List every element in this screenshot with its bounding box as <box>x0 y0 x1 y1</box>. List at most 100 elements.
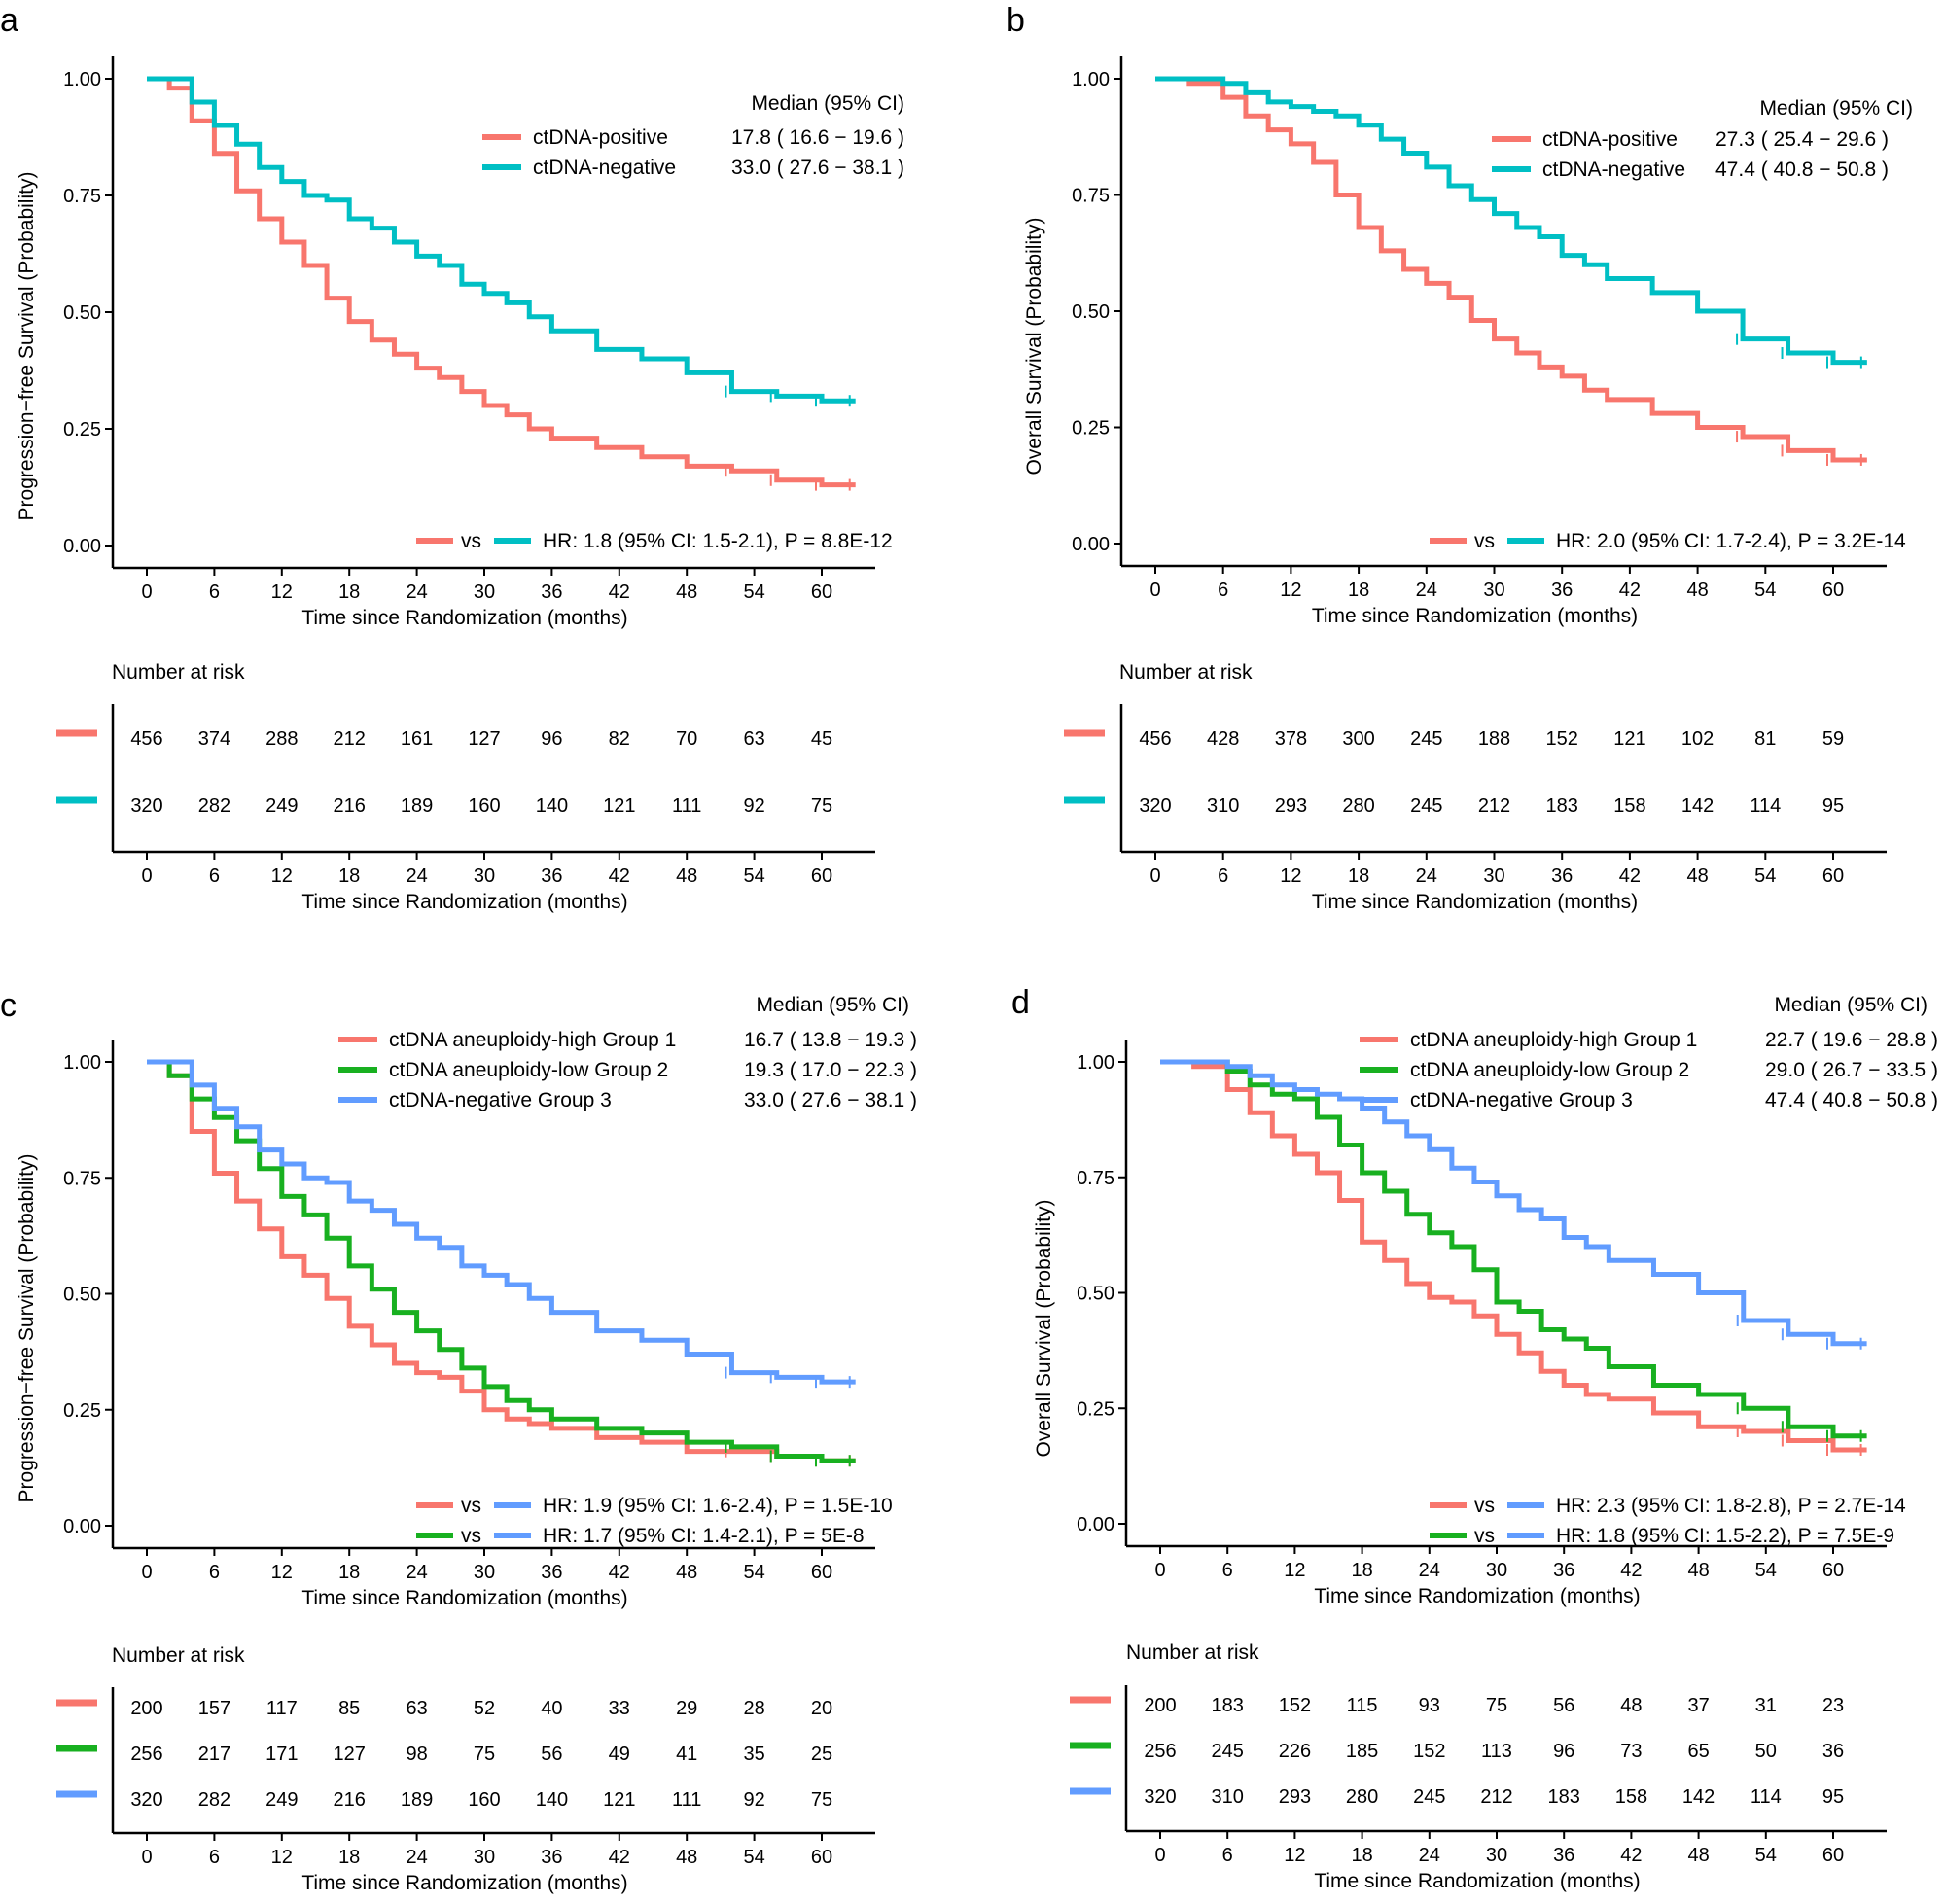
risk-value: 142 <box>1681 795 1714 817</box>
x-tick-label: 36 <box>1553 1560 1574 1581</box>
series-pos <box>1155 76 1867 466</box>
hr-vs-label: vs <box>1474 1525 1495 1547</box>
x-tick-label: 30 <box>474 582 495 603</box>
risk-value: 49 <box>609 1744 630 1765</box>
risk-value: 293 <box>1275 795 1307 817</box>
y-tick-label: 1.00 <box>1072 69 1110 90</box>
risk-value: 111 <box>672 1789 701 1811</box>
survival-curve <box>147 1059 856 1385</box>
risk-x-axis-label: Time since Randomization (months) <box>1312 891 1638 913</box>
legend-title: Median (95% CI) <box>1759 97 1913 120</box>
survival-curve <box>1160 1059 1867 1439</box>
x-tick-label: 48 <box>676 1562 697 1583</box>
x-tick-label: 0 <box>1149 580 1160 601</box>
x-axis-label: Time since Randomization (months) <box>1314 1585 1640 1607</box>
x-tick-label: 48 <box>676 582 697 603</box>
legend-median: 27.3 ( 25.4 − 29.6 ) <box>1715 128 1889 151</box>
y-axis-label: Progression−free Survival (Probability) <box>16 1154 38 1503</box>
x-tick-label: 24 <box>1416 580 1437 601</box>
risk-table: Number at risk 200 183 152 115 93 75 56 48 37 31 23… <box>1070 1641 1887 1892</box>
x-tick-label: 0 <box>141 582 152 603</box>
risk-value: 117 <box>266 1698 298 1719</box>
legend-label: ctDNA-positive <box>1542 128 1678 151</box>
hr-vs-label: vs <box>461 1495 481 1517</box>
risk-value: 41 <box>676 1744 697 1765</box>
x-tick-label: 18 <box>338 1562 360 1583</box>
hr-annotation: vs HR: 1.8 (95% CI: 1.5-2.1), P = 8.8E-12 <box>416 530 893 552</box>
x-tick-label: 24 <box>406 1562 427 1583</box>
risk-value: 189 <box>401 1789 433 1811</box>
hr-annotation: vs HR: 1.9 (95% CI: 1.6-2.4), P = 1.5E-10 <box>416 1495 893 1517</box>
y-tick-label: 0.75 <box>63 186 101 207</box>
risk-value: 75 <box>811 795 832 817</box>
risk-x-axis-label: Time since Randomization (months) <box>301 891 627 913</box>
risk-value: 256 <box>130 1744 162 1765</box>
risk-value: 183 <box>1546 795 1578 817</box>
risk-value: 378 <box>1275 728 1307 750</box>
risk-x-tick-label: 0 <box>1154 1845 1165 1866</box>
risk-x-tick-label: 6 <box>209 1847 220 1868</box>
y-tick-label: 0.50 <box>1072 301 1110 323</box>
risk-value: 183 <box>1212 1695 1244 1716</box>
risk-value: 152 <box>1546 728 1578 750</box>
risk-value: 65 <box>1687 1741 1709 1762</box>
risk-value: 185 <box>1346 1741 1378 1762</box>
y-tick-label: 0.25 <box>1077 1398 1114 1420</box>
risk-value: 63 <box>743 728 764 750</box>
series-neg <box>147 76 856 407</box>
risk-value: 216 <box>334 1789 366 1811</box>
risk-x-tick-label: 6 <box>1218 865 1228 887</box>
legend: Median (95% CI) ctDNA-positive 27.3 ( 25.4… <box>1492 97 1913 181</box>
risk-value: 40 <box>541 1698 562 1719</box>
survival-curve <box>147 76 856 404</box>
risk-value: 75 <box>1486 1695 1507 1716</box>
panel-label-b: b <box>1007 2 1025 39</box>
risk-value: 111 <box>672 795 701 817</box>
risk-value: 189 <box>401 795 433 817</box>
risk-value: 288 <box>265 728 298 750</box>
risk-value: 157 <box>198 1698 230 1719</box>
y-tick-label: 1.00 <box>63 1052 101 1074</box>
risk-value: 121 <box>603 795 635 817</box>
risk-x-tick-label: 54 <box>743 865 764 887</box>
risk-value: 245 <box>1413 1786 1445 1808</box>
hr-annotation: vs HR: 2.3 (95% CI: 1.8-2.8), P = 2.7E-14 <box>1430 1495 1906 1517</box>
x-tick-label: 60 <box>1822 580 1844 601</box>
y-tick-label: 0.50 <box>63 302 101 324</box>
series-neg3 <box>1160 1059 1867 1350</box>
risk-table-title: Number at risk <box>1119 661 1253 684</box>
risk-value: 320 <box>130 795 162 817</box>
x-tick-label: 48 <box>1687 1560 1709 1581</box>
legend-title: Median (95% CI) <box>756 994 909 1016</box>
risk-value: 50 <box>1755 1741 1777 1762</box>
y-tick-label: 0.25 <box>63 419 101 441</box>
risk-x-tick-label: 30 <box>474 865 495 887</box>
risk-x-tick-label: 12 <box>271 1847 293 1868</box>
legend-median: 22.7 ( 19.6 − 28.8 ) <box>1765 1029 1938 1051</box>
risk-x-tick-label: 48 <box>1686 865 1708 887</box>
risk-value: 140 <box>536 1789 568 1811</box>
legend-label: ctDNA-negative Group 3 <box>389 1089 612 1111</box>
x-tick-label: 30 <box>1486 1560 1507 1581</box>
series-high <box>147 1059 856 1467</box>
risk-value: 212 <box>334 728 366 750</box>
series-pos <box>147 76 856 491</box>
risk-x-tick-label: 0 <box>141 865 152 887</box>
risk-value: 256 <box>1144 1741 1176 1762</box>
risk-value: 75 <box>811 1789 832 1811</box>
risk-value: 93 <box>1419 1695 1440 1716</box>
risk-value: 95 <box>1822 1786 1844 1808</box>
risk-value: 102 <box>1681 728 1714 750</box>
x-tick-label: 54 <box>743 582 764 603</box>
risk-value: 280 <box>1342 795 1374 817</box>
risk-x-tick-label: 24 <box>1419 1845 1440 1866</box>
risk-value: 188 <box>1478 728 1510 750</box>
hr-vs-label: vs <box>1474 530 1495 552</box>
risk-x-tick-label: 0 <box>141 1847 152 1868</box>
risk-value: 95 <box>1822 795 1844 817</box>
hr-text: HR: 2.0 (95% CI: 1.7-2.4), P = 3.2E-14 <box>1556 530 1906 552</box>
risk-value: 158 <box>1615 1786 1647 1808</box>
risk-x-tick-label: 6 <box>1222 1845 1233 1866</box>
